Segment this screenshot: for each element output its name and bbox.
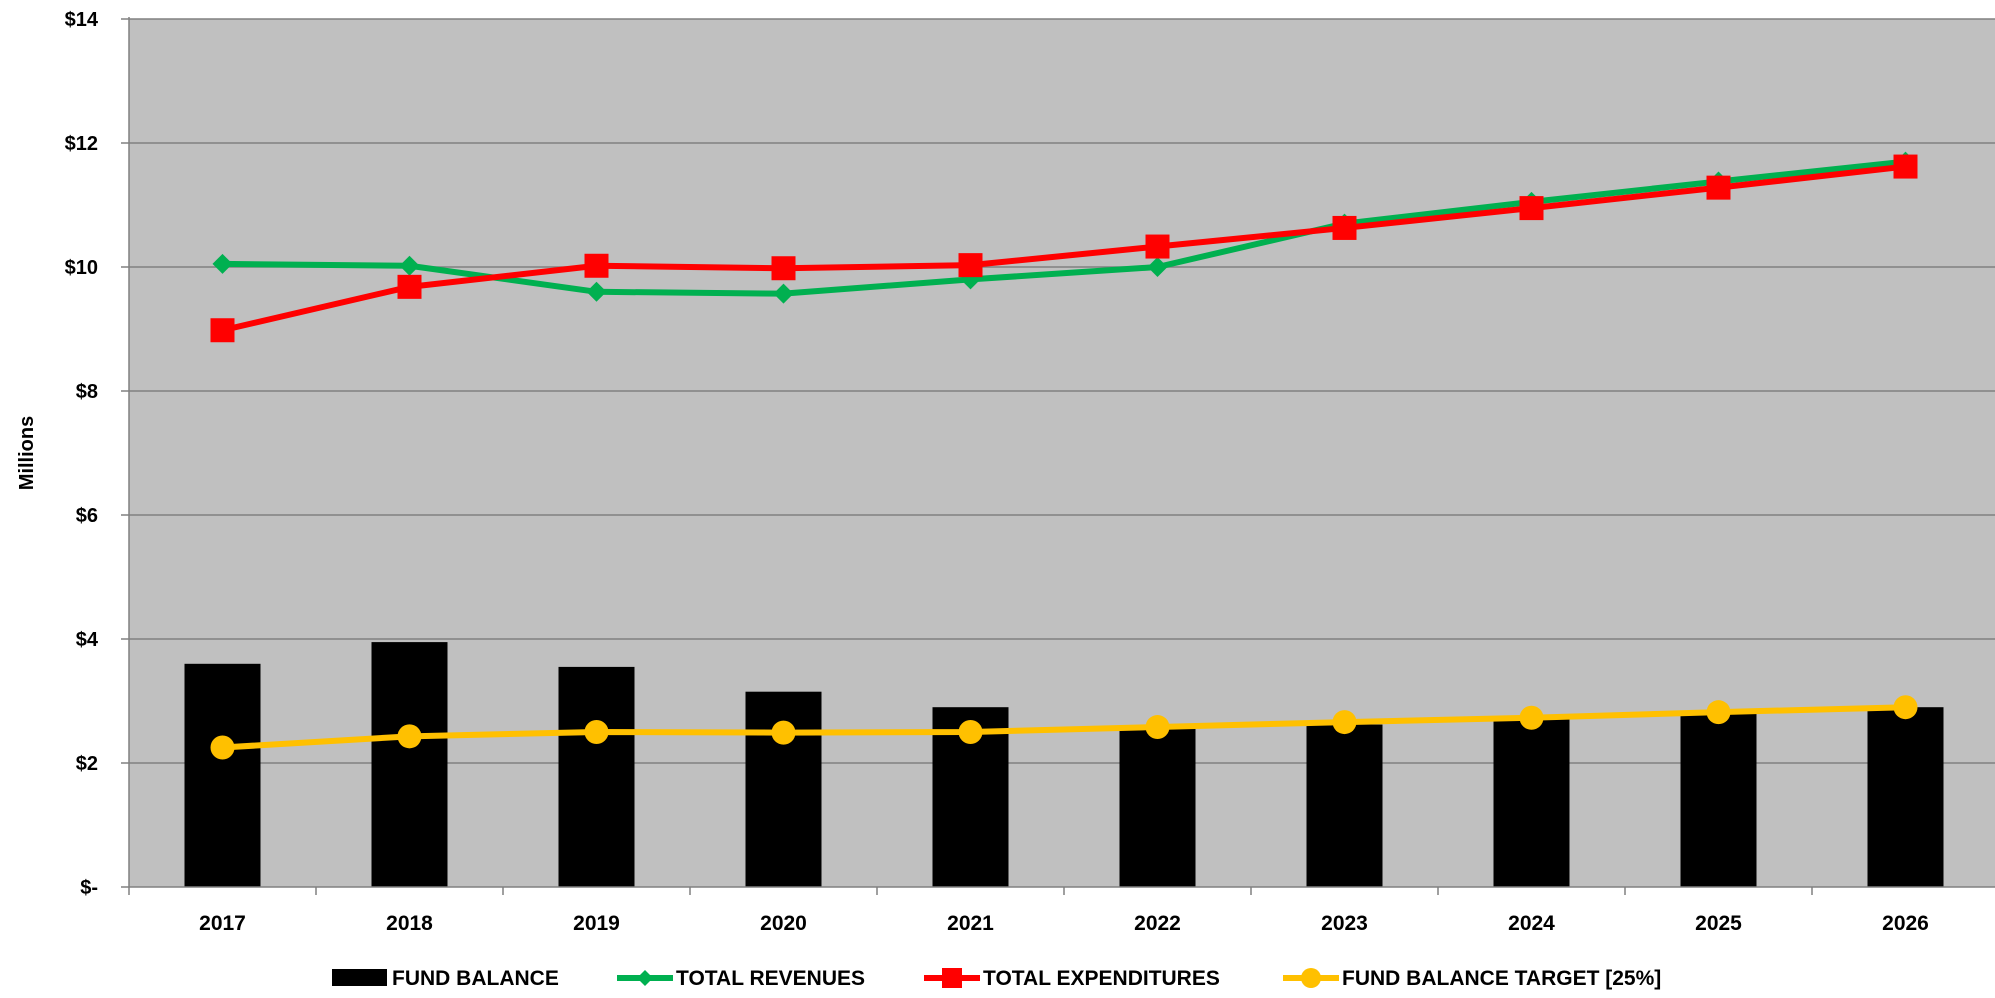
bar [1119,725,1196,887]
bar [1867,707,1944,887]
data-point [771,720,796,745]
y-tick-labels: $- $2 $4 $6 $8 $10 $12 $14 [65,9,99,899]
data-point [210,735,235,760]
y-tick-label: $10 [65,257,98,279]
legend-label: TOTAL EXPENDITURES [983,967,1220,990]
y-tick-label: $14 [65,9,99,31]
data-point [210,318,235,343]
series-line [222,704,1906,751]
y-tick-label: $6 [76,505,98,527]
data-point [1893,154,1918,179]
bar [1493,718,1570,887]
bar-series [184,642,1944,887]
bar [371,642,448,887]
series-fund-balance-target-25 [210,695,1918,760]
bar [184,663,261,887]
data-point [1893,695,1918,720]
data-point [584,720,609,744]
x-tick-label: 2017 [199,912,246,935]
data-point [773,283,794,304]
legend-item: TOTAL REVENUES [617,967,865,990]
axes [121,17,1995,895]
y-tick-label: $12 [65,133,98,155]
y-tick-label: $2 [76,753,98,775]
line-series [210,151,1918,760]
x-tick-label: 2021 [947,912,994,935]
legend-item: TOTAL EXPENDITURES [924,967,1220,990]
x-tick-label: 2024 [1508,912,1555,935]
legend: FUND BALANCE TOTAL REVENUES TOTAL EXPENDIT… [332,967,1661,990]
data-point [1145,234,1170,259]
x-tick-label: 2026 [1882,912,1929,935]
data-point [1519,705,1544,730]
data-point [1706,175,1731,200]
y-axis-label: Millions [16,416,38,490]
x-tick-label: 2022 [1134,912,1181,935]
legend-swatch [332,969,387,986]
legend-marker [637,970,653,986]
data-point [771,256,796,281]
bar [558,666,635,887]
data-point [1332,710,1357,735]
series-total-expenditures [210,154,1918,343]
data-point [1147,257,1168,277]
legend-marker [942,968,962,988]
series-line [221,163,1906,334]
legend-item: FUND BALANCE [332,967,559,990]
y-tick-label: $- [80,877,98,899]
data-point [586,281,607,302]
data-point [397,274,422,299]
y-tick-label: $8 [76,381,98,403]
data-point [397,724,422,749]
x-tick-labels: 2017 2018 2019 2020 2021 2022 2023 2024 2025 2026 [199,912,1929,935]
data-point [1145,715,1170,740]
legend-item: FUND BALANCE TARGET [25%] [1283,967,1661,990]
y-tick-label: $4 [76,629,99,651]
bar [1680,713,1757,887]
data-point [399,255,420,276]
legend-label: TOTAL REVENUES [676,967,865,990]
bar [1306,724,1383,887]
legend-label: FUND BALANCE TARGET [25%] [1342,967,1661,990]
data-point [1332,215,1357,240]
legend-marker [1301,968,1321,988]
data-point [958,253,983,278]
data-point [1706,700,1731,725]
x-tick-label: 2023 [1321,912,1368,935]
x-tick-label: 2019 [573,912,620,935]
data-point [1519,196,1544,221]
x-tick-label: 2018 [386,912,433,935]
x-tick-label: 2020 [760,912,807,935]
x-tick-label: 2025 [1695,912,1742,935]
data-point [584,253,609,278]
data-point [958,720,983,744]
legend-label: FUND BALANCE [392,967,559,990]
data-point [212,253,233,274]
